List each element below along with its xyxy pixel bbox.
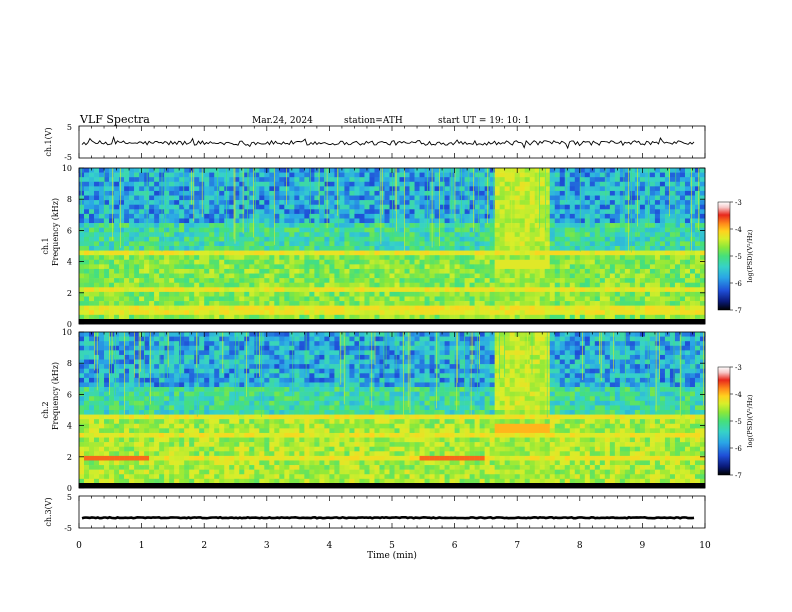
- ch2-colorbar-label: log(PSD)(V²/Hz): [746, 394, 754, 447]
- colorbar-tick-label: -3: [735, 199, 742, 207]
- ytick-label: 4: [67, 258, 72, 267]
- xtick-label: 1: [139, 541, 145, 551]
- ch1-waveform-panel: 5 -5 ch.1(V): [44, 123, 706, 162]
- ytick-label: 10: [62, 328, 72, 337]
- ytick-label: 6: [67, 226, 72, 235]
- time-axis-label: Time (min): [367, 550, 417, 561]
- xtick-label: 7: [514, 541, 520, 551]
- ch2-spectrogram-image: [79, 332, 706, 489]
- colorbar-tick-label: -6: [735, 445, 742, 453]
- ch2-colorbar-ticks: -3 -4 -5 -6 -7: [730, 364, 742, 480]
- xtick-label: 5: [389, 541, 395, 551]
- xtick-label: 6: [452, 541, 458, 551]
- station-label: station=ATH: [344, 116, 403, 126]
- ytick-label: 4: [67, 422, 72, 431]
- ytick-label: 2: [67, 453, 72, 462]
- colorbar-tick-label: -6: [735, 280, 742, 288]
- ytick-label: 6: [67, 390, 72, 399]
- colorbar-tick-label: -3: [735, 364, 742, 372]
- ch3-waveform-line: [81, 515, 695, 520]
- start-time-label: start UT = 19: 10: 1: [438, 116, 530, 126]
- xtick-label: 8: [577, 541, 583, 551]
- ch2-spectrogram-yticks: 0 2 4 6 8 10: [62, 328, 705, 493]
- ch1-waveform-line: [81, 135, 695, 150]
- xtick-label: 9: [640, 541, 646, 551]
- ytick-label: 10: [62, 164, 72, 173]
- figure-title: VLF Spectra: [79, 113, 150, 126]
- ch1-colorbar: [717, 201, 731, 311]
- ch2-colorbar: [717, 366, 731, 476]
- ytick-label: 2: [67, 289, 72, 298]
- ch3-ytick-bottom: -5: [64, 524, 72, 533]
- ch1-ylabel: ch.1(V): [44, 127, 53, 156]
- xtick-label: 4: [327, 541, 333, 551]
- date-label: Mar.24, 2024: [252, 116, 313, 126]
- ch2-spec-ylabel-2: Frequency (kHz): [51, 362, 60, 430]
- ch1-spec-ylabel-2: Frequency (kHz): [51, 198, 60, 266]
- ytick-label: 8: [67, 195, 72, 204]
- ch1-colorbar-label: log(PSD)(V²/Hz): [746, 229, 754, 282]
- ch2-spec-ylabel-1: ch.2: [41, 401, 50, 418]
- colorbar-tick-label: -7: [735, 472, 742, 480]
- ch1-ytick-bottom: -5: [64, 153, 72, 162]
- xtick-label: 0: [76, 541, 82, 551]
- ytick-label: 0: [67, 484, 72, 493]
- ch1-colorbar-ticks: -3 -4 -5 -6 -7: [730, 199, 742, 315]
- colorbar-tick-label: -7: [735, 307, 742, 315]
- xtick-label: 3: [264, 541, 270, 551]
- ch3-waveform-panel: 5 -5 ch.3(V): [44, 493, 706, 533]
- ch3-ytick-top: 5: [67, 493, 72, 502]
- ytick-label: 8: [67, 359, 72, 368]
- colorbar-tick-label: -4: [735, 226, 742, 234]
- colorbar-tick-label: -4: [735, 391, 742, 399]
- colorbar-tick-label: -5: [735, 418, 742, 426]
- ytick-label: 0: [67, 320, 72, 329]
- xtick-label: 2: [201, 541, 207, 551]
- xtick-label: 10: [699, 541, 711, 551]
- colorbar-tick-label: -5: [735, 253, 742, 261]
- ch1-spec-ylabel-1: ch.1: [41, 237, 50, 254]
- ch1-ytick-top: 5: [67, 123, 72, 132]
- ch1-spectrogram-yticks: 0 2 4 6 8 10: [62, 164, 705, 329]
- time-axis-ticks: 0 1 2 3 4 5 6 7 8 9 10: [76, 126, 711, 551]
- ch3-ylabel: ch.3(V): [44, 497, 53, 526]
- ch1-spectrogram-image: [79, 168, 706, 325]
